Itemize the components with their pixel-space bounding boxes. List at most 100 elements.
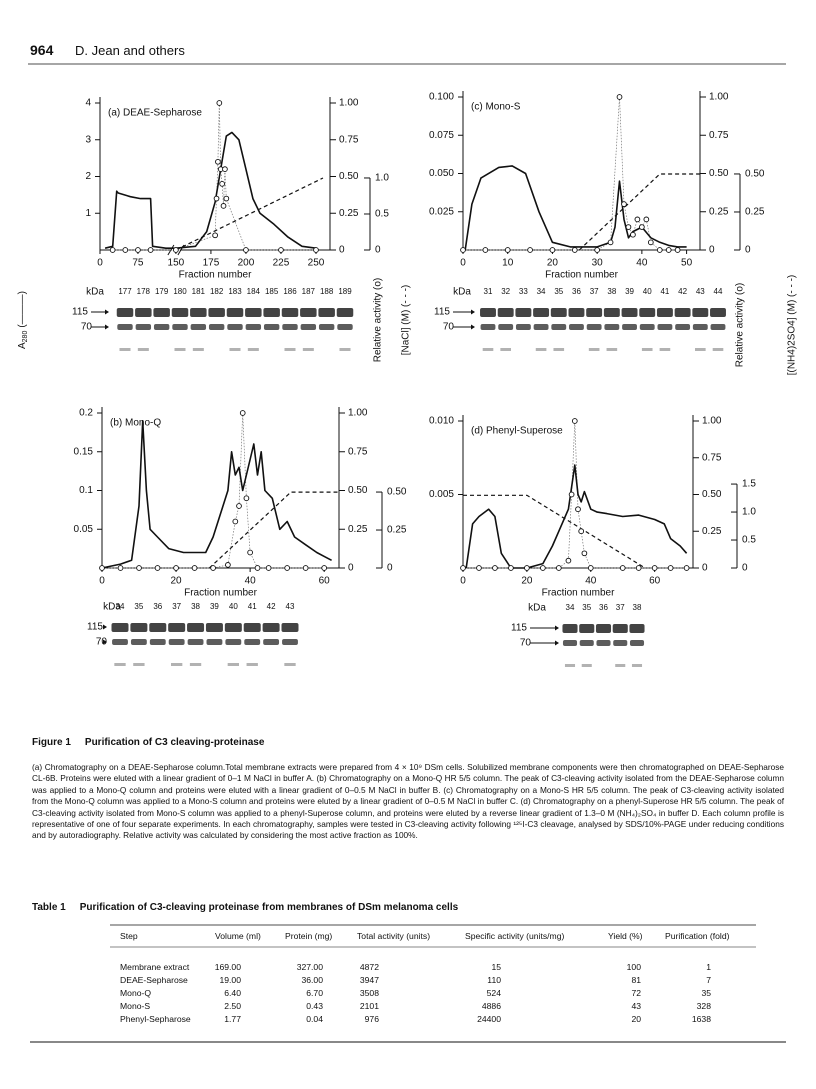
y2-tick-label: 0.25: [702, 526, 722, 537]
gel-band: [480, 308, 496, 317]
lane-label: 31: [484, 287, 493, 296]
table-heading: Purification of C3-cleaving proteinase f…: [79, 902, 459, 913]
figure-number: Figure 1: [32, 737, 71, 748]
activity-point: [265, 565, 272, 571]
gradient-line: [578, 173, 700, 251]
activity-point: [621, 201, 627, 207]
activity-point: [581, 550, 588, 557]
marker-arrowhead: [105, 324, 109, 330]
marker-label: 70: [520, 638, 532, 649]
y2-tick-label: 0: [709, 245, 715, 256]
y3-tick-label: 0.25: [387, 525, 407, 536]
gel-band: [639, 308, 656, 317]
gel-band: [205, 623, 223, 632]
gel-spot: [192, 348, 204, 351]
table-cell: Volume (ml): [215, 931, 261, 941]
lane-label: 178: [137, 287, 151, 296]
x-tick-label: 75: [132, 258, 144, 269]
x-tick-label: 20: [547, 258, 559, 269]
gel-band: [187, 639, 204, 645]
lane-label: 44: [714, 287, 723, 296]
gel-band: [149, 639, 166, 645]
activity-point: [504, 247, 511, 253]
activity-point: [247, 549, 253, 556]
activity-point: [630, 231, 636, 238]
activity-point: [619, 565, 626, 571]
gel-band: [498, 324, 514, 330]
y-tick-label: 0.100: [429, 92, 454, 103]
activity-line: [463, 420, 687, 569]
y-tick-label: 0.010: [429, 416, 454, 427]
gel-unit: kDa: [86, 287, 104, 298]
gel-spot: [137, 348, 149, 351]
gel-spot: [659, 348, 671, 351]
activity-point: [674, 247, 681, 253]
table-cell: 2.50: [224, 1001, 241, 1011]
lane-label: 43: [696, 287, 705, 296]
table-cell: 4872: [359, 962, 379, 972]
gel-band: [111, 623, 129, 632]
table-cell: 2101: [359, 1001, 379, 1011]
x-tick-label: 20: [171, 576, 183, 587]
gel-band: [318, 308, 335, 317]
gel-band: [710, 324, 726, 330]
table-cell: 110: [487, 975, 501, 985]
gel-band: [586, 308, 603, 317]
gel-spot: [227, 663, 239, 666]
gel-band: [130, 623, 148, 632]
x-tick-label: 0: [460, 576, 466, 587]
y2-tick-label: 0.50: [709, 168, 729, 179]
gel-band: [168, 623, 186, 632]
activity-point: [460, 565, 466, 571]
y3-tick-label: 0.25: [745, 207, 765, 218]
activity-point: [154, 565, 161, 571]
gel-band: [480, 324, 496, 330]
gel-band: [497, 308, 514, 317]
a280-line: [104, 131, 317, 249]
gel-band: [674, 308, 691, 317]
y2-tick-label: 0.75: [348, 446, 368, 457]
y-tick-label: 0.05: [74, 524, 94, 535]
gel-band: [318, 324, 335, 330]
lane-label: 41: [248, 602, 257, 611]
gel-band: [135, 324, 152, 330]
gel-spot: [119, 348, 131, 351]
activity-point: [647, 239, 654, 246]
activity-point: [540, 565, 546, 571]
gel-band: [579, 640, 594, 646]
gel-band: [675, 324, 691, 330]
table-cell: 7: [706, 975, 711, 985]
gel-band: [533, 308, 550, 317]
y2-tick-label: 1.00: [702, 416, 722, 427]
activity-point: [643, 216, 650, 223]
gel-spot: [581, 664, 592, 667]
activity-point: [215, 158, 221, 165]
gel-spot: [189, 663, 202, 666]
panel-title: (d) Phenyl-Superose: [471, 426, 563, 437]
activity-point: [555, 565, 562, 571]
gel-band: [281, 623, 299, 632]
gel-band: [595, 624, 612, 633]
y3-tick-label: 1.5: [742, 479, 756, 490]
gel-band: [262, 623, 280, 632]
table-cell: Specific activity (units/mg): [465, 931, 565, 941]
x-tick-label: 40: [245, 576, 257, 587]
y-tick-label: 0.005: [429, 489, 454, 500]
gel-spot: [631, 664, 643, 667]
y2-tick-label: 0.25: [339, 208, 359, 219]
lane-label: 32: [501, 287, 510, 296]
activity-point: [122, 247, 129, 253]
panel-title: (b) Mono-Q: [110, 418, 161, 429]
y3-tick-label: 0: [742, 563, 748, 574]
activity-point: [236, 503, 242, 509]
gel-band: [621, 308, 638, 317]
y2-tick-label: 0.75: [702, 452, 722, 463]
gel-band: [227, 324, 243, 330]
gel-band: [568, 308, 585, 317]
activity-point: [482, 247, 489, 253]
lane-label: 34: [116, 602, 125, 611]
x-tick-label: 0: [99, 576, 105, 587]
y3-tick-label: 0.5: [742, 535, 756, 546]
table-cell: Purification (fold): [665, 931, 730, 941]
activity-point: [173, 565, 179, 571]
